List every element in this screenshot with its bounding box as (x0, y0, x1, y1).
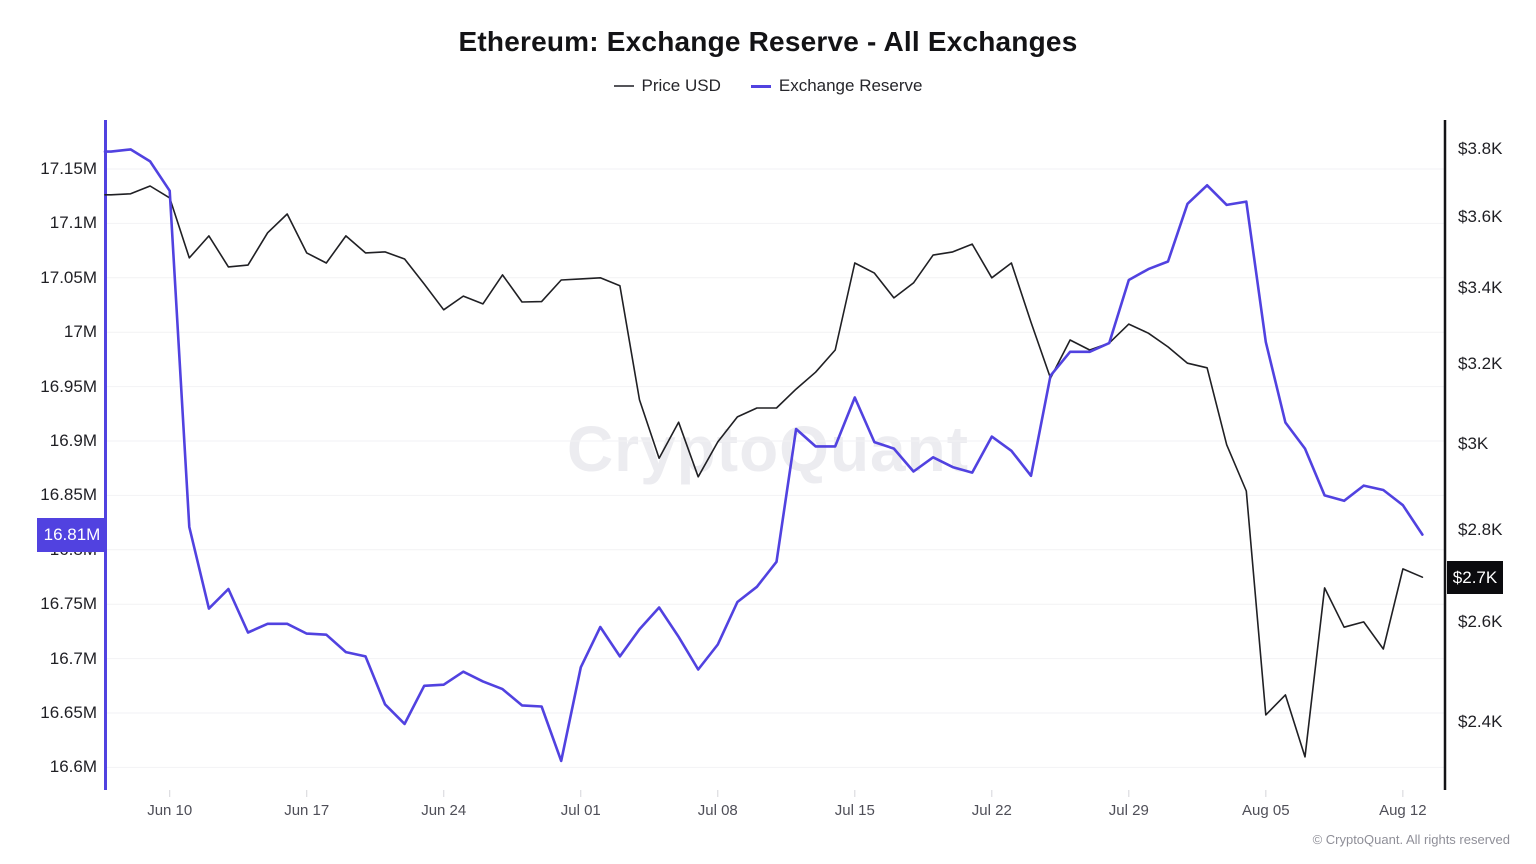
x-axis-tick-label: Jun 24 (421, 802, 467, 819)
right-axis-tick-label: $3.8K (1458, 139, 1503, 159)
copyright: © CryptoQuant. All rights reserved (1312, 832, 1510, 847)
price-line (104, 185, 1424, 758)
legend: Price USD Exchange Reserve (0, 76, 1536, 96)
x-axis-tick-label: Jul 15 (834, 802, 875, 819)
x-axis-tick-label: Aug 12 (1379, 802, 1427, 819)
x-axis-tick-label: Jul 08 (697, 802, 738, 819)
right-axis-tick-label: $3.6K (1458, 206, 1503, 226)
legend-item-reserve: Exchange Reserve (750, 76, 923, 96)
right-axis-tick-label: $3.2K (1458, 353, 1503, 373)
legend-label-reserve: Exchange Reserve (778, 76, 923, 95)
right-axis-tick-label: $3.4K (1458, 277, 1503, 297)
left-axis-tick-label: 16.85M (40, 485, 97, 505)
left-axis-tick-label: 17.15M (40, 159, 97, 178)
reserve-legend-dash-icon (750, 84, 771, 88)
x-axis-tick-label: Jun 10 (147, 802, 193, 819)
x-axis-tick-label: Jun 17 (284, 802, 330, 819)
left-axis-tick-label: 16.9M (49, 431, 97, 450)
x-axis-tick-label: Jul 22 (971, 802, 1012, 819)
right-axis-tick-label: $2.6K (1458, 612, 1503, 632)
x-axis-tick-label: Jul 29 (1108, 802, 1149, 819)
right-axis-tick-label: $2.8K (1458, 519, 1503, 539)
price-latest-badge: $2.7K (1447, 561, 1503, 595)
left-axis-tick-label: 16.65M (40, 703, 97, 722)
x-axis-tick-label: Jul 01 (560, 802, 601, 819)
left-axis-tick-label: 16.7M (49, 648, 97, 668)
left-axis-tick-label: 17.1M (49, 213, 97, 233)
legend-item-price: Price USD (613, 76, 721, 96)
left-axis-tick-label: 17M (63, 322, 97, 342)
price-legend-dash-icon (613, 85, 634, 87)
right-axis-tick-label: $2.4K (1458, 712, 1503, 732)
x-axis-tick-label: Aug 05 (1242, 802, 1290, 819)
left-axis-tick-label: 17.05M (40, 267, 97, 287)
left-axis-tick-label: 16.95M (40, 376, 97, 396)
left-axis-tick-label: 16.75M (40, 594, 97, 614)
right-axis-tick-label: $3K (1458, 434, 1489, 453)
reserve-latest-badge: 16.81M (37, 517, 107, 552)
legend-label-price: Price USD (641, 76, 721, 95)
chart-title: Ethereum: Exchange Reserve - All Exchang… (458, 26, 1078, 57)
left-axis-tick-label: 16.6M (49, 757, 97, 777)
reserve-line (103, 148, 1424, 763)
